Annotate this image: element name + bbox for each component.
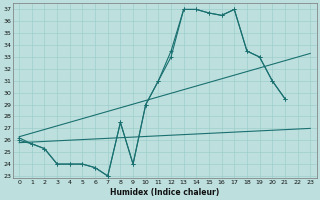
X-axis label: Humidex (Indice chaleur): Humidex (Indice chaleur) — [110, 188, 219, 197]
